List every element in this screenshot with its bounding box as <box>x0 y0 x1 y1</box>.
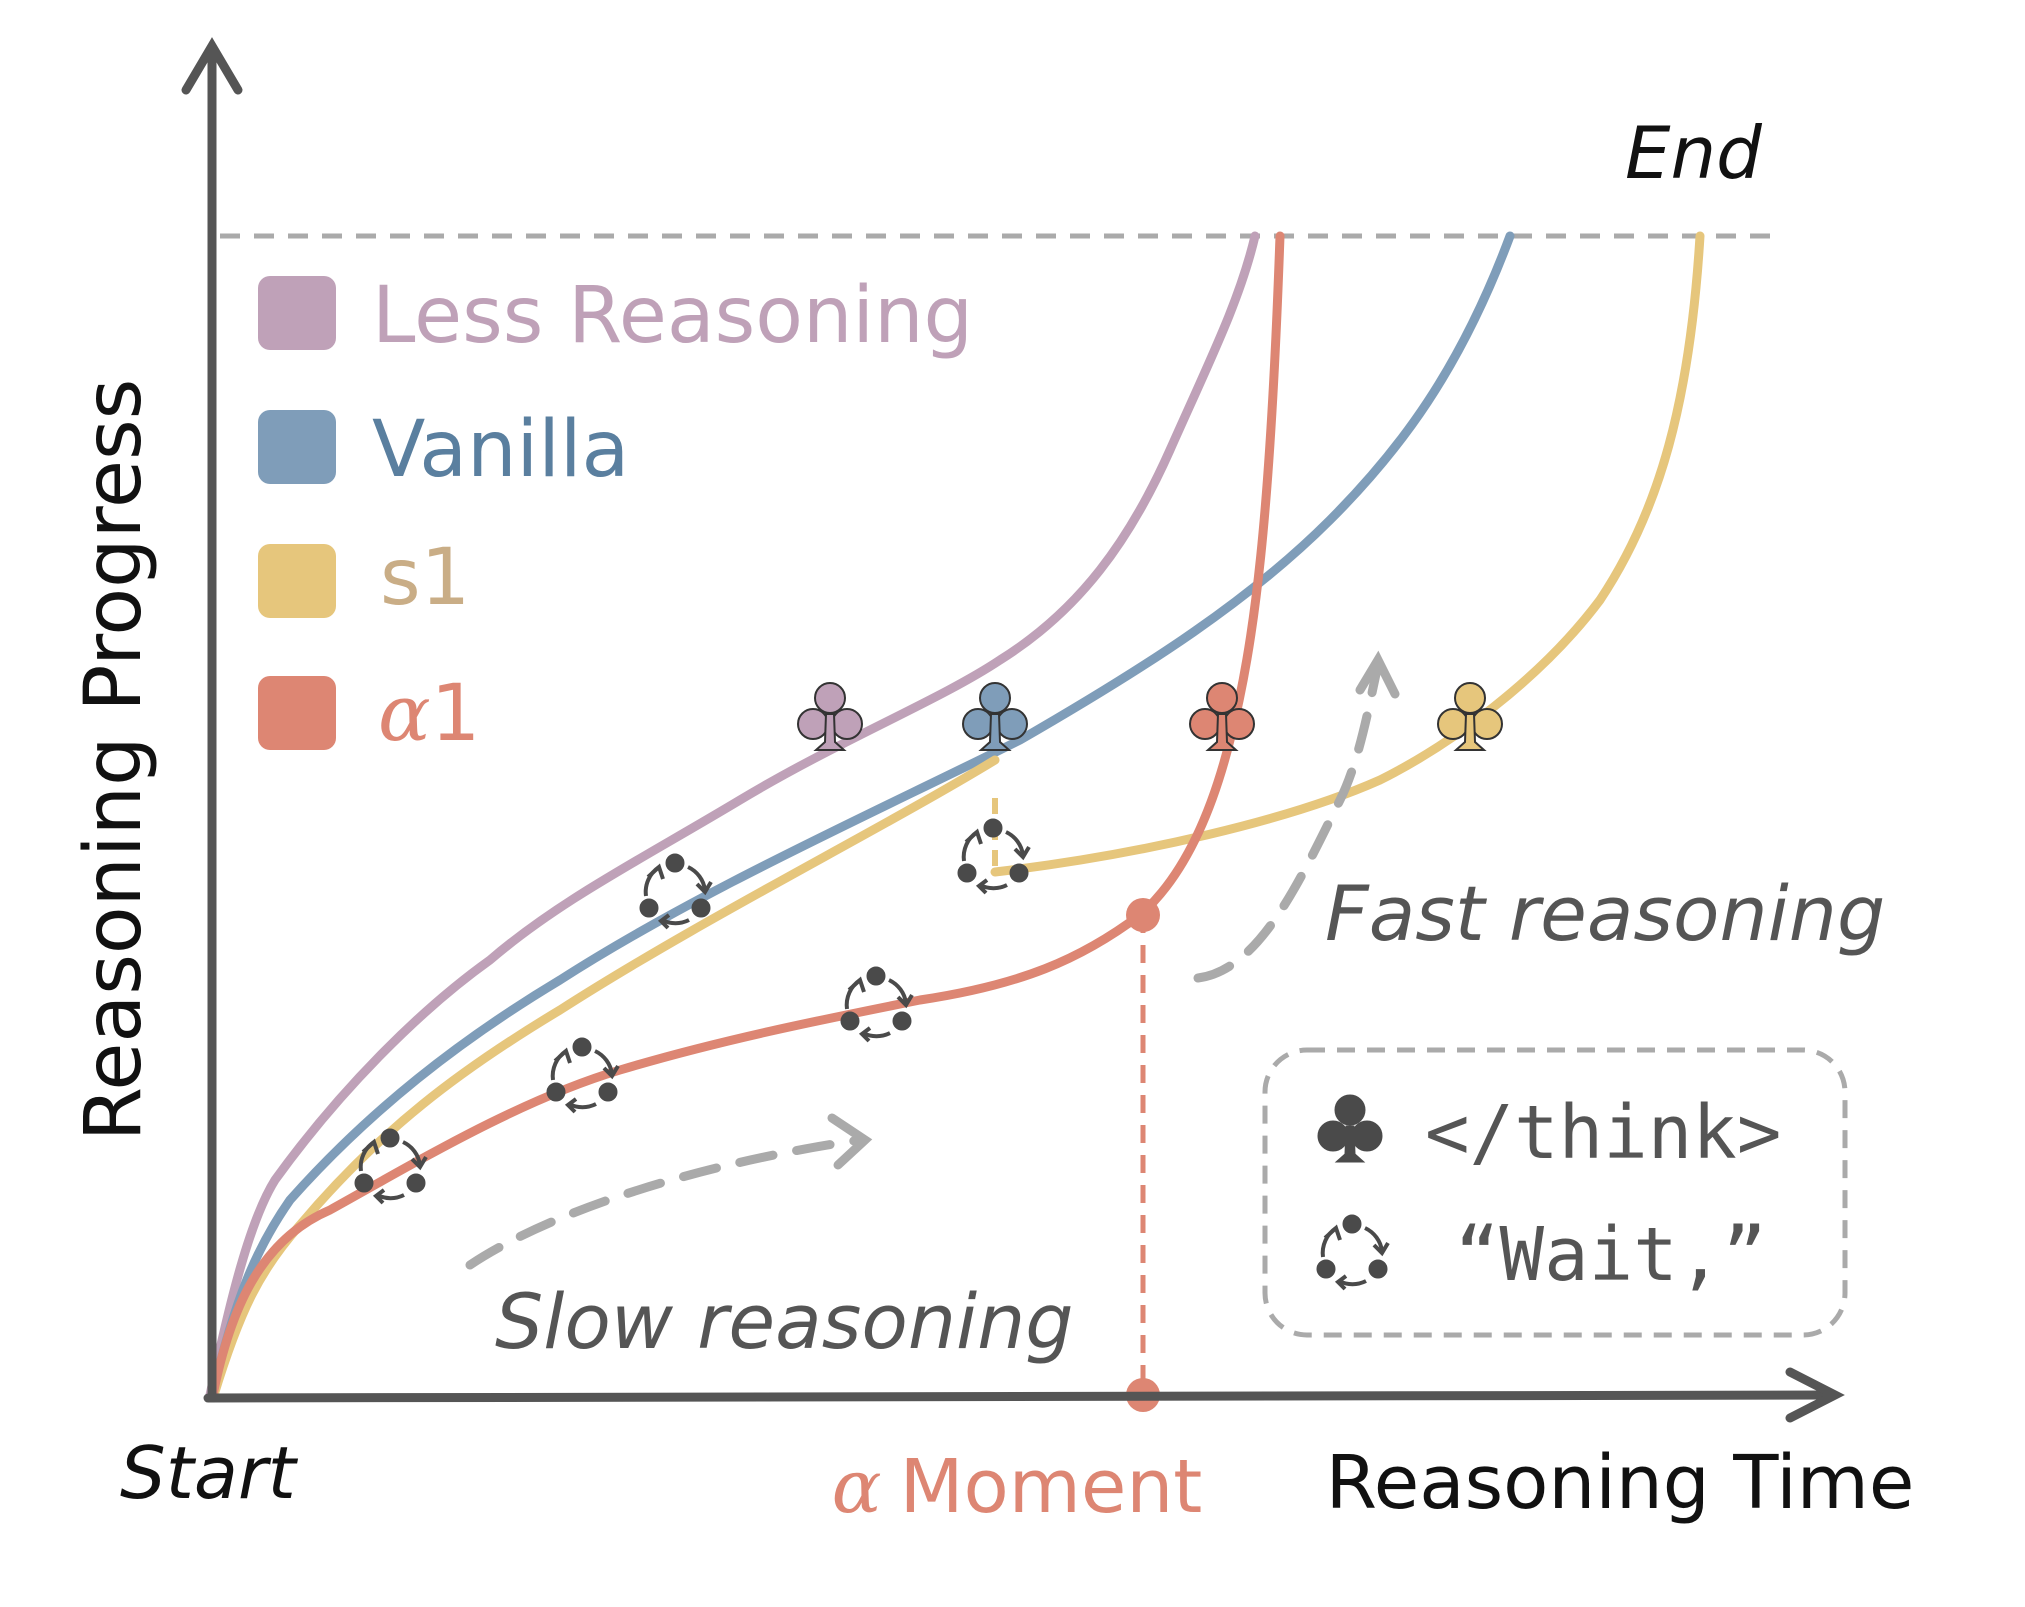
key-wait-label: “Wait,” <box>1455 1212 1767 1298</box>
legend-label-s1: s1 <box>380 533 470 623</box>
alpha-moment-curve-dot <box>1126 898 1160 932</box>
end-label: End <box>1625 111 1763 195</box>
legend-swatch-alpha1 <box>258 676 336 750</box>
legend-alpha-symbol: α <box>378 669 431 759</box>
x-axis-label: Reasoning Time <box>1326 1440 1915 1526</box>
y-axis <box>181 37 243 1403</box>
alpha-symbol: α <box>832 1444 882 1530</box>
legend-label-vanilla: Vanilla <box>372 405 629 495</box>
alpha1-curve <box>208 231 1285 1400</box>
club-icon <box>1317 1094 1383 1163</box>
legend-label-less-reasoning: Less Reasoning <box>372 271 973 361</box>
legend-label-alpha1: α1 <box>378 669 480 759</box>
vanilla-curve <box>207 231 1515 1400</box>
slow-direction-arrow-icon <box>465 1113 873 1270</box>
slow-reasoning-label: Slow reasoning <box>495 1277 1074 1366</box>
x-axis <box>203 1367 1845 1423</box>
y-axis-label: Reasoning Progress <box>69 379 159 1142</box>
s1-curve-first <box>209 755 1000 1400</box>
legend: Less Reasoning Vanilla s1 α1 <box>258 271 973 759</box>
legend-swatch-less-reasoning <box>258 276 336 350</box>
fast-direction-arrow-icon <box>1193 650 1400 983</box>
cycle-arrows-icon <box>1315 1213 1390 1291</box>
legend-swatch-s1 <box>258 544 336 618</box>
legend-alpha-number: 1 <box>431 669 481 759</box>
moment-word: Moment <box>900 1444 1203 1530</box>
key-think-label: </think> <box>1425 1090 1781 1176</box>
start-label: Start <box>120 1431 299 1515</box>
legend-swatch-vanilla <box>258 410 336 484</box>
fast-reasoning-label: Fast reasoning <box>1325 869 1885 958</box>
less-reasoning-curve <box>205 231 1260 1400</box>
key-box: </think> “Wait,” <box>1262 1047 1848 1338</box>
alpha-moment-label: α Moment <box>832 1444 1203 1530</box>
